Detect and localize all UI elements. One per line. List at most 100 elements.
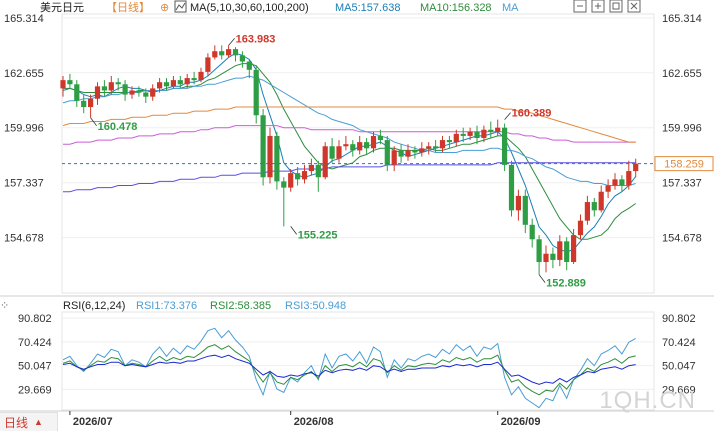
- settings-icon[interactable]: ⊕: [160, 2, 169, 14]
- price-panel-frame: [61, 13, 655, 294]
- candle-body: [557, 241, 563, 260]
- annotation-label: 160.389: [512, 108, 552, 120]
- candle-body: [543, 253, 549, 262]
- annotation-label: 155.225: [298, 229, 338, 241]
- annotation-pointer: [290, 226, 298, 235]
- candle-body: [446, 140, 452, 143]
- ma-line-ma5: [62, 52, 637, 253]
- tab-expand-icon[interactable]: ▲: [34, 417, 43, 427]
- candle-body: [301, 171, 308, 180]
- ma-line-ma100: [62, 106, 636, 143]
- candle-body: [253, 69, 259, 116]
- rsi-y-tick-left: 90.802: [18, 313, 52, 325]
- ma-line-ma10: [63, 63, 636, 240]
- candle-body: [398, 150, 404, 157]
- price-y-tick-right: 157.337: [662, 178, 702, 190]
- period-tab-label: 日线: [4, 415, 29, 430]
- candle-body: [384, 140, 390, 165]
- candle-body: [315, 164, 321, 178]
- candle-body: [108, 82, 114, 91]
- candle-body: [571, 235, 577, 262]
- ma-lines: [62, 52, 637, 253]
- candle-body: [453, 133, 459, 143]
- period-tab[interactable]: 日线 ▲: [0, 412, 58, 431]
- candle-body: [170, 80, 176, 87]
- candle-body: [336, 146, 342, 159]
- candle-body: [205, 57, 211, 72]
- candle-body: [322, 146, 328, 178]
- candle-body: [377, 135, 383, 141]
- candle-body: [488, 129, 494, 132]
- rsi-y-tick-right: 70.424: [662, 337, 696, 349]
- candle-body: [295, 173, 301, 180]
- candle-body: [460, 133, 466, 136]
- window-controls: [573, 0, 641, 13]
- candle-body: [129, 90, 135, 95]
- period-label[interactable]: 【日线】: [106, 0, 150, 14]
- ma5-value: MA5:157.638: [335, 2, 400, 14]
- rsi-line-rsi1: [62, 327, 636, 409]
- rsi-drag-icon[interactable]: ⁘: [0, 300, 9, 312]
- date-x-ticks: 2026/07 2026/08 2026/09: [69, 411, 541, 428]
- rsi-line-rsi3: [62, 354, 636, 385]
- rsi-y-tick-right: 29.669: [662, 384, 696, 396]
- annotation-label: 152.889: [546, 278, 586, 290]
- candle-body: [136, 90, 142, 93]
- rsi-y-ticks: 90.802 90.802 70.424 70.424 50.047 50.047 29.6…: [18, 313, 696, 396]
- candle-body: [60, 80, 66, 89]
- candle-body: [522, 195, 528, 225]
- ma10-value: MA10:156.328: [420, 2, 492, 14]
- annotation-label: 163.983: [236, 33, 276, 45]
- candle-body: [495, 127, 501, 132]
- price-y-tick-left: 162.655: [4, 68, 44, 80]
- candle-body: [612, 179, 618, 186]
- rsi-line-rsi2: [62, 344, 636, 396]
- candle-body: [198, 71, 204, 81]
- candle-body: [364, 142, 370, 149]
- candle-body: [433, 146, 439, 149]
- annotation-pointer: [90, 117, 97, 127]
- candle-body: [177, 80, 183, 85]
- candle-body: [550, 253, 556, 260]
- rsi-y-tick-right: 90.802: [662, 313, 696, 325]
- candle-body: [163, 82, 170, 87]
- candle-body: [564, 241, 570, 262]
- candle-body: [508, 164, 515, 211]
- price-gridlines: [62, 17, 654, 239]
- candle-body: [122, 84, 128, 95]
- hide-icon-glyph: [612, 2, 620, 10]
- x-tick-label: 2026/08: [294, 416, 334, 428]
- candle-body: [619, 179, 625, 186]
- candle-body: [405, 150, 411, 157]
- x-tick-label: 2026/09: [501, 416, 541, 428]
- candle-body: [191, 78, 197, 81]
- candle-body: [115, 82, 121, 85]
- candle-body: [577, 220, 584, 236]
- candle-body: [239, 55, 245, 62]
- hide-icon[interactable]: [609, 0, 623, 13]
- candle-body: [150, 88, 156, 97]
- candle-body: [232, 49, 239, 56]
- candle-body: [584, 202, 590, 221]
- candle-body: [157, 82, 163, 89]
- price-y-tick-left: 159.996: [4, 123, 44, 135]
- close-icon-b: [630, 2, 638, 10]
- candle-body: [184, 78, 190, 85]
- candle-body: [308, 164, 314, 172]
- last-price-label: 158.259: [664, 159, 704, 171]
- rsi-y-tick-left: 29.669: [18, 384, 52, 396]
- price-y-tick-left: 157.337: [4, 178, 44, 190]
- annotation-label: 160.478: [98, 121, 138, 133]
- ma-chart-icon-line: [175, 2, 186, 11]
- last-price-box: [654, 156, 714, 172]
- price-y-tick-left: 165.314: [4, 13, 44, 25]
- rsi3-value: RSI3:50.948: [285, 300, 346, 312]
- candle-body: [143, 92, 149, 97]
- rsi1-value: RSI1:73.376: [136, 300, 197, 312]
- candle-body: [370, 135, 377, 149]
- candle-body: [474, 131, 480, 138]
- ma-chart-icon[interactable]: [174, 0, 187, 13]
- candle-body: [94, 86, 101, 99]
- candle-body: [598, 191, 604, 211]
